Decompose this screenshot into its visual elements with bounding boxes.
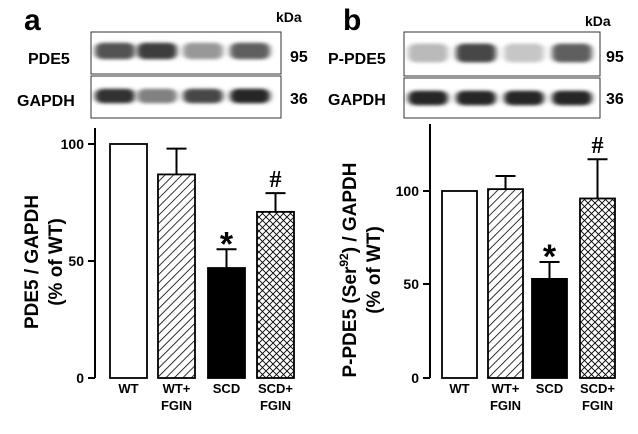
- panel-b-blot-label-gapdh: GAPDH: [328, 92, 386, 109]
- panel-a-bar-wt: [109, 143, 148, 379]
- panel-a-blot-band-pde5-4: [230, 42, 270, 60]
- panel-a-blot-band-pde5-3: [183, 42, 223, 60]
- panel-a-kda-label: kDa: [276, 9, 302, 25]
- panel-b-bar-wt-plusfgin: [487, 188, 524, 379]
- panel-a-bar-scd-plusfgin: [256, 210, 295, 379]
- panel-b-ppde5-bands: [408, 43, 592, 63]
- panel-a-tick-label-100: 100: [61, 136, 85, 152]
- panel-b-blot-band-gapdh-3: [504, 90, 544, 106]
- panel-a-tick-label-0: 0: [76, 370, 84, 386]
- panel-b-bar-scd-plusfgin: [579, 197, 616, 379]
- panel-a-annotation-scd: *: [220, 225, 234, 263]
- panel-b-y-label-line1: P-PDE5 (Ser92) / GAPDH: [337, 162, 361, 377]
- panel-b-y-label-tail: ) / GAPDH: [340, 162, 361, 253]
- panel-a-blot-band-gapdh-4: [230, 88, 270, 104]
- panel-b-bars: *#: [441, 133, 616, 379]
- panel-b-kda-label: kDa: [585, 13, 611, 29]
- panel-a-annotation-scd-plusfgin: #: [270, 167, 282, 193]
- panel-b-blot-band-p-pde5-3: [504, 43, 544, 63]
- panel-a-blot-band-pde5-1: [95, 42, 135, 60]
- panel-a-blot-size-36: 36: [290, 91, 308, 108]
- panel-b-blot-band-gapdh-1: [408, 90, 448, 106]
- panel-a-blot-band-pde5-2: [137, 42, 177, 60]
- panel-a-blot-size-95: 95: [290, 49, 308, 66]
- panel-b-blot-band-p-pde5-2: [456, 43, 496, 63]
- panel-a-category-wt-plusfgin-line2: FGIN: [161, 398, 192, 413]
- panel-a-category-wt-plusfgin-line1: WT+: [163, 381, 191, 396]
- panel-b-blot-band-gapdh-4: [552, 90, 592, 106]
- panel-b-blot-label-ppde5: P-PDE5: [328, 51, 386, 68]
- panel-a-tick-label-50: 50: [68, 253, 84, 269]
- panel-b-bar-scd: [531, 277, 568, 379]
- panel-b-category-labels: WT WT+ FGIN SCD SCD+ FGIN: [449, 381, 615, 413]
- panel-b-tick-label-0: 0: [411, 370, 419, 386]
- panel-b-blot-size-95: 95: [606, 49, 624, 66]
- panel-b-y-label: P-PDE5 (Ser92) / GAPDH (% of WT): [337, 162, 385, 377]
- panel-a-letter: a: [24, 4, 41, 37]
- panel-b-tick-label-100: 100: [396, 183, 420, 199]
- panel-b-blot-band-gapdh-2: [456, 90, 496, 106]
- panel-b-category-wt-plusfgin-line1: WT+: [492, 381, 520, 396]
- panel-a-bars: *#: [109, 143, 295, 379]
- panel-a-category-labels: WT WT+ FGIN SCD SCD+ FGIN: [118, 381, 293, 413]
- panel-a-category-wt-line1: WT: [118, 381, 138, 396]
- panel-a-category-scd-plusfgin-line1: SCD+: [258, 381, 293, 396]
- panel-a-y-label-line2: (% of WT): [46, 218, 67, 306]
- panel-b-bar-wt: [441, 190, 478, 379]
- panel-a-blot-band-gapdh-1: [95, 88, 135, 104]
- panel-b-blot-band-p-pde5-4: [552, 43, 592, 63]
- panel-b-gapdh-bands: [408, 90, 592, 106]
- panel-b-tick-label-50: 50: [403, 276, 419, 292]
- panel-a-blot: PDE5 GAPDH 95 36: [17, 31, 308, 119]
- panel-b-y-label-sup: 92: [337, 253, 351, 267]
- panel-b-y-label-line2: (% of WT): [364, 226, 385, 314]
- panel-b-category-wt-plusfgin-line2: FGIN: [490, 398, 521, 413]
- panel-a-blot-band-gapdh-2: [137, 88, 177, 104]
- panel-b-blot-size-36: 36: [606, 91, 624, 108]
- panel-a: a kDa PDE5 GAPDH 95 36 100 50 0 PDE5 / G…: [17, 4, 308, 413]
- panel-a-gapdh-bands: [95, 88, 270, 104]
- panel-b-y-label-main: P-PDE5 (Ser: [340, 266, 361, 377]
- panel-a-category-scd-plusfgin-line2: FGIN: [260, 398, 291, 413]
- panel-b-category-wt-line1: WT: [449, 381, 469, 396]
- panel-b-letter: b: [343, 4, 361, 37]
- panel-a-bar-scd: [207, 267, 246, 379]
- panel-b-category-scd-plusfgin-line1: SCD+: [580, 381, 615, 396]
- panel-b-category-scd-plusfgin-line2: FGIN: [582, 398, 613, 413]
- panel-a-pde5-bands: [95, 42, 270, 60]
- panel-b: b kDa P-PDE5 GAPDH 95 36 100 50 0 P-PDE5…: [328, 4, 624, 413]
- panel-b-annotation-scd-plusfgin: #: [592, 133, 604, 159]
- panel-a-y-label-line1: PDE5 / GAPDH: [22, 195, 43, 329]
- panel-b-blot: P-PDE5 GAPDH 95 36: [328, 31, 624, 119]
- panel-b-blot-band-p-pde5-1: [408, 43, 448, 63]
- panel-b-annotation-scd: *: [543, 238, 557, 276]
- panel-a-blot-band-gapdh-3: [183, 88, 223, 104]
- panel-a-bar-wt-plusfgin: [157, 173, 196, 379]
- panel-a-category-scd-line1: SCD: [213, 381, 240, 396]
- panel-b-category-scd-line1: SCD: [536, 381, 563, 396]
- panel-a-blot-label-pde5: PDE5: [28, 51, 70, 68]
- panel-a-blot-label-gapdh: GAPDH: [17, 93, 75, 110]
- panel-a-y-label: PDE5 / GAPDH (% of WT): [22, 195, 67, 329]
